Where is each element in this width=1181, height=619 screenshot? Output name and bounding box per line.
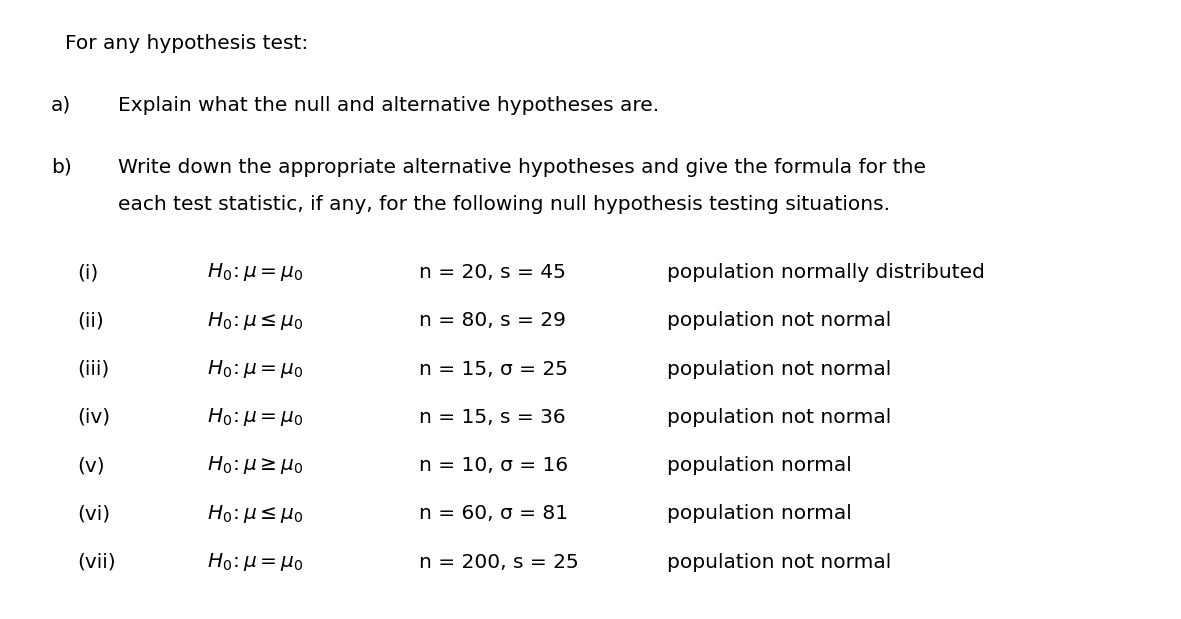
Text: (iii): (iii) [77,360,109,379]
Text: (v): (v) [77,456,104,475]
Text: n = 80, s = 29: n = 80, s = 29 [419,311,566,331]
Text: n = 15, s = 36: n = 15, s = 36 [419,408,566,427]
Text: For any hypothesis test:: For any hypothesis test: [65,34,308,53]
Text: population not normal: population not normal [667,311,892,331]
Text: population normally distributed: population normally distributed [667,263,985,282]
Text: $H_0\!: \mu \leq \mu_0$: $H_0\!: \mu \leq \mu_0$ [207,503,304,525]
Text: $H_0\!: \mu = \mu_0$: $H_0\!: \mu = \mu_0$ [207,261,304,284]
Text: (vii): (vii) [77,553,116,572]
Text: n = 10, σ = 16: n = 10, σ = 16 [419,456,568,475]
Text: population not normal: population not normal [667,553,892,572]
Text: n = 20, s = 45: n = 20, s = 45 [419,263,566,282]
Text: population not normal: population not normal [667,408,892,427]
Text: population normal: population normal [667,504,852,524]
Text: Write down the appropriate alternative hypotheses and give the formula for the: Write down the appropriate alternative h… [118,158,926,177]
Text: (i): (i) [77,263,98,282]
Text: (ii): (ii) [77,311,104,331]
Text: b): b) [51,158,72,177]
Text: $H_0\!: \mu = \mu_0$: $H_0\!: \mu = \mu_0$ [207,551,304,573]
Text: population normal: population normal [667,456,852,475]
Text: a): a) [51,96,71,115]
Text: population not normal: population not normal [667,360,892,379]
Text: n = 60, σ = 81: n = 60, σ = 81 [419,504,568,524]
Text: (iv): (iv) [77,408,110,427]
Text: Explain what the null and alternative hypotheses are.: Explain what the null and alternative hy… [118,96,659,115]
Text: $H_0\!: \mu \leq \mu_0$: $H_0\!: \mu \leq \mu_0$ [207,310,304,332]
Text: n = 200, s = 25: n = 200, s = 25 [419,553,579,572]
Text: $H_0\!: \mu = \mu_0$: $H_0\!: \mu = \mu_0$ [207,406,304,428]
Text: n = 15, σ = 25: n = 15, σ = 25 [419,360,568,379]
Text: each test statistic, if any, for the following null hypothesis testing situation: each test statistic, if any, for the fol… [118,195,890,214]
Text: $H_0\!: \mu = \mu_0$: $H_0\!: \mu = \mu_0$ [207,358,304,380]
Text: $H_0\!: \mu \geq \mu_0$: $H_0\!: \mu \geq \mu_0$ [207,454,304,477]
Text: (vi): (vi) [77,504,110,524]
